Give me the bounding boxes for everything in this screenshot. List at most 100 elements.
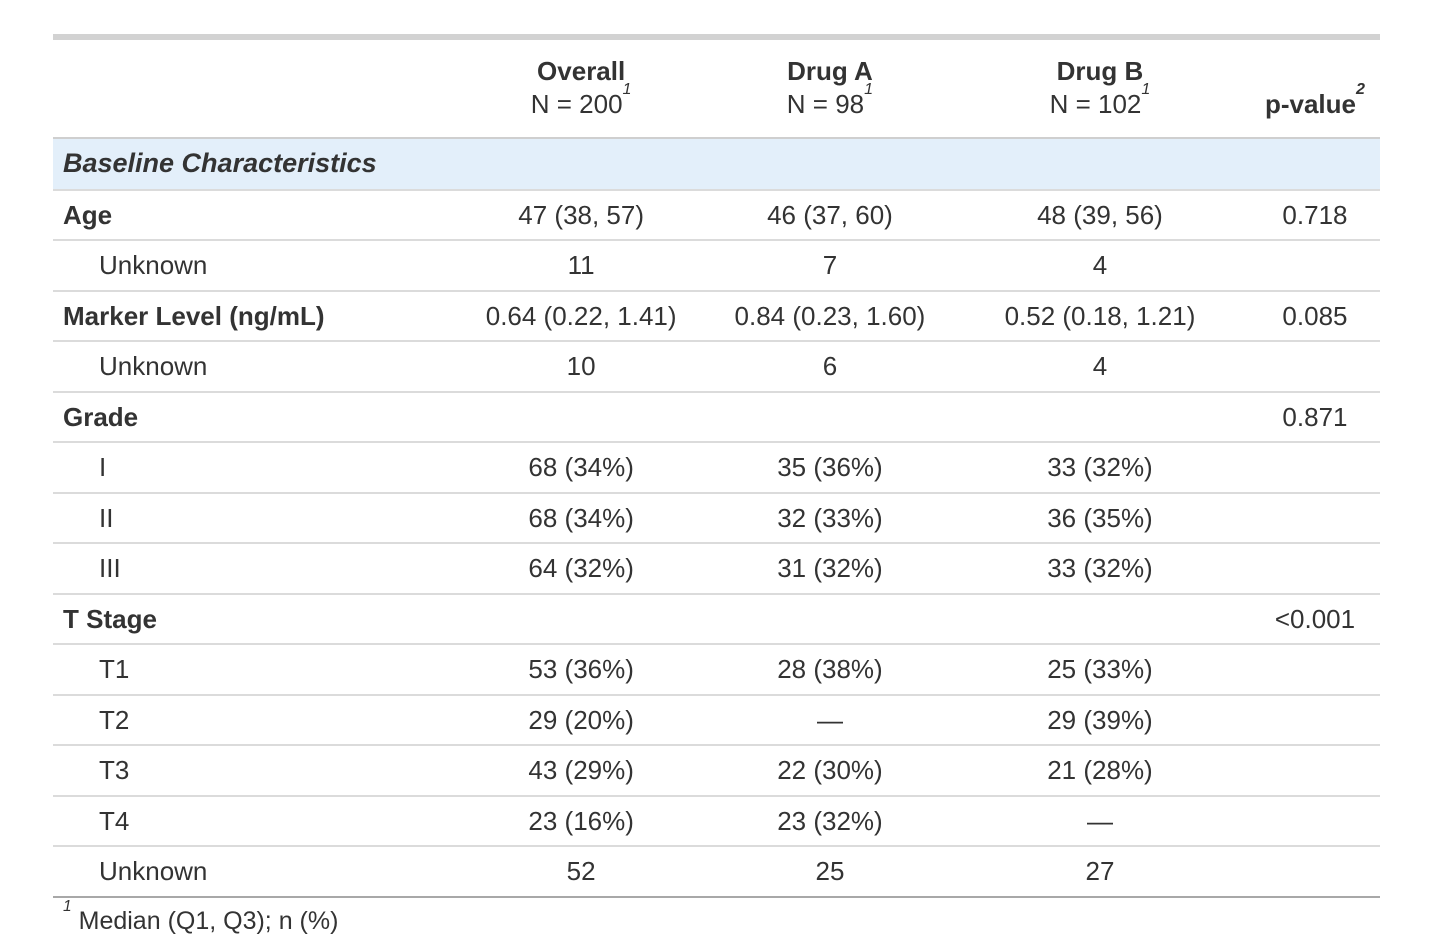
cell-p-value [1249, 240, 1380, 292]
cell-drug-a: — [709, 694, 951, 747]
cell-drug-b: — [950, 795, 1250, 848]
cell-p-value [1249, 341, 1380, 393]
cell-drug-a: 23 (32%) [709, 795, 951, 848]
cell-overall: 68 (34%) [452, 492, 710, 545]
column-header-stub [53, 40, 453, 139]
baseline-characteristics-table: Overall N = 2001 Drug A N = 981 Drug B N… [53, 40, 1380, 898]
footnote-marker: 1 [1141, 79, 1151, 98]
cell-overall: 0.64 (0.22, 1.41) [452, 290, 710, 343]
footnote-marker: 1 [622, 79, 632, 98]
summary-table-card: Overall N = 2001 Drug A N = 981 Drug B N… [53, 34, 1380, 936]
footnote-text: Median (Q1, Q3); n (%) [78, 906, 339, 935]
cell-drug-a: 7 [709, 240, 951, 292]
column-n-text: N = 98 [786, 88, 865, 119]
table-row: T4 23 (16%) 23 (32%) — [53, 795, 1380, 848]
cell-p-value: <0.001 [1249, 593, 1380, 646]
row-label: I [53, 442, 453, 494]
table-row: Marker Level (ng/mL) 0.64 (0.22, 1.41) 0… [53, 290, 1380, 343]
cell-p-value [1249, 644, 1380, 696]
table-body: Baseline Characteristics Age 47 (38, 57)… [53, 138, 1380, 898]
column-header-drug-a: Drug A N = 981 [709, 40, 951, 139]
cell-overall: 52 [452, 846, 710, 898]
cell-p-value [1249, 795, 1380, 848]
table-row: T3 43 (29%) 22 (30%) 21 (28%) [53, 745, 1380, 797]
cell-drug-b: 48 (39, 56) [950, 189, 1250, 242]
row-label: II [53, 492, 453, 545]
row-label: Unknown [53, 846, 453, 898]
column-header-p-value: p-value2 [1249, 40, 1380, 139]
cell-overall: 11 [452, 240, 710, 292]
table-row: I 68 (34%) 35 (36%) 33 (32%) [53, 442, 1380, 494]
table-row: III 64 (32%) 31 (32%) 33 (32%) [53, 543, 1380, 595]
cell-drug-a [709, 593, 951, 646]
table-row: Unknown 11 7 4 [53, 240, 1380, 292]
cell-drug-b: 21 (28%) [950, 745, 1250, 797]
cell-drug-a: 0.84 (0.23, 1.60) [709, 290, 951, 343]
cell-p-value [1249, 543, 1380, 595]
cell-drug-b: 36 (35%) [950, 492, 1250, 545]
row-label: Unknown [53, 240, 453, 292]
column-header-overall: Overall N = 2001 [452, 40, 710, 139]
table-row: Grade 0.871 [53, 391, 1380, 444]
footnote: 1 Median (Q1, Q3); n (%) [53, 899, 1380, 936]
table-row: Age 47 (38, 57) 46 (37, 60) 48 (39, 56) … [53, 189, 1380, 242]
row-label: T3 [53, 745, 453, 797]
footnote-marker: 1 [63, 897, 72, 915]
cell-drug-b: 4 [950, 240, 1250, 292]
cell-drug-b: 25 (33%) [950, 644, 1250, 696]
cell-drug-a: 28 (38%) [709, 644, 951, 696]
footnote-marker: 2 [1355, 79, 1365, 98]
header-row: Overall N = 2001 Drug A N = 981 Drug B N… [53, 40, 1380, 139]
cell-drug-a [709, 391, 951, 444]
row-label: III [53, 543, 453, 595]
cell-overall: 29 (20%) [452, 694, 710, 747]
cell-p-value [1249, 694, 1380, 747]
table-row: Unknown 52 25 27 [53, 846, 1380, 898]
footnote-marker: 1 [864, 79, 874, 98]
cell-overall: 23 (16%) [452, 795, 710, 848]
cell-drug-b [950, 593, 1250, 646]
row-label: T Stage [53, 593, 453, 646]
cell-drug-a: 25 [709, 846, 951, 898]
cell-drug-b: 33 (32%) [950, 442, 1250, 494]
table-row: Unknown 10 6 4 [53, 341, 1380, 393]
cell-p-value [1249, 492, 1380, 545]
column-n: N = 2001 [456, 81, 705, 121]
cell-overall [452, 391, 710, 444]
cell-drug-a: 35 (36%) [709, 442, 951, 494]
column-label: p-value2 [1254, 81, 1376, 121]
cell-overall [452, 593, 710, 646]
cell-p-value: 0.871 [1249, 391, 1380, 444]
group-header-label: Baseline Characteristics [53, 138, 1380, 191]
table-row: T1 53 (36%) 28 (38%) 25 (33%) [53, 644, 1380, 696]
cell-drug-b: 29 (39%) [950, 694, 1250, 747]
column-label: Drug A [787, 56, 873, 86]
cell-p-value [1249, 745, 1380, 797]
row-label: Marker Level (ng/mL) [53, 290, 453, 343]
cell-p-value: 0.085 [1249, 290, 1380, 343]
row-label: T4 [53, 795, 453, 848]
cell-overall: 10 [452, 341, 710, 393]
table-row: T Stage <0.001 [53, 593, 1380, 646]
cell-drug-b: 27 [950, 846, 1250, 898]
p-value-label: p-value [1264, 88, 1356, 119]
row-label: Unknown [53, 341, 453, 393]
cell-drug-a: 31 (32%) [709, 543, 951, 595]
group-header-row: Baseline Characteristics [53, 138, 1380, 191]
cell-drug-a: 46 (37, 60) [709, 189, 951, 242]
column-n-text: N = 102 [1049, 88, 1142, 119]
cell-overall: 43 (29%) [452, 745, 710, 797]
column-label: Drug B [1056, 56, 1144, 86]
column-n: N = 981 [714, 81, 946, 121]
cell-p-value [1249, 846, 1380, 898]
table-row: II 68 (34%) 32 (33%) 36 (35%) [53, 492, 1380, 545]
row-label: T1 [53, 644, 453, 696]
column-n-text: N = 200 [530, 88, 623, 119]
cell-drug-a: 6 [709, 341, 951, 393]
cell-drug-b: 33 (32%) [950, 543, 1250, 595]
cell-drug-b [950, 391, 1250, 444]
column-n: N = 1021 [954, 81, 1246, 121]
cell-drug-b: 0.52 (0.18, 1.21) [950, 290, 1250, 343]
table-row: T2 29 (20%) — 29 (39%) [53, 694, 1380, 747]
